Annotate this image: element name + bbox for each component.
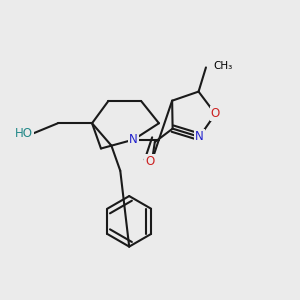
Text: CH₃: CH₃ [213,61,232,71]
Text: O: O [146,155,154,168]
Text: N: N [195,130,204,143]
Text: O: O [211,107,220,120]
Text: N: N [129,133,138,146]
Text: HO: HO [15,127,33,140]
